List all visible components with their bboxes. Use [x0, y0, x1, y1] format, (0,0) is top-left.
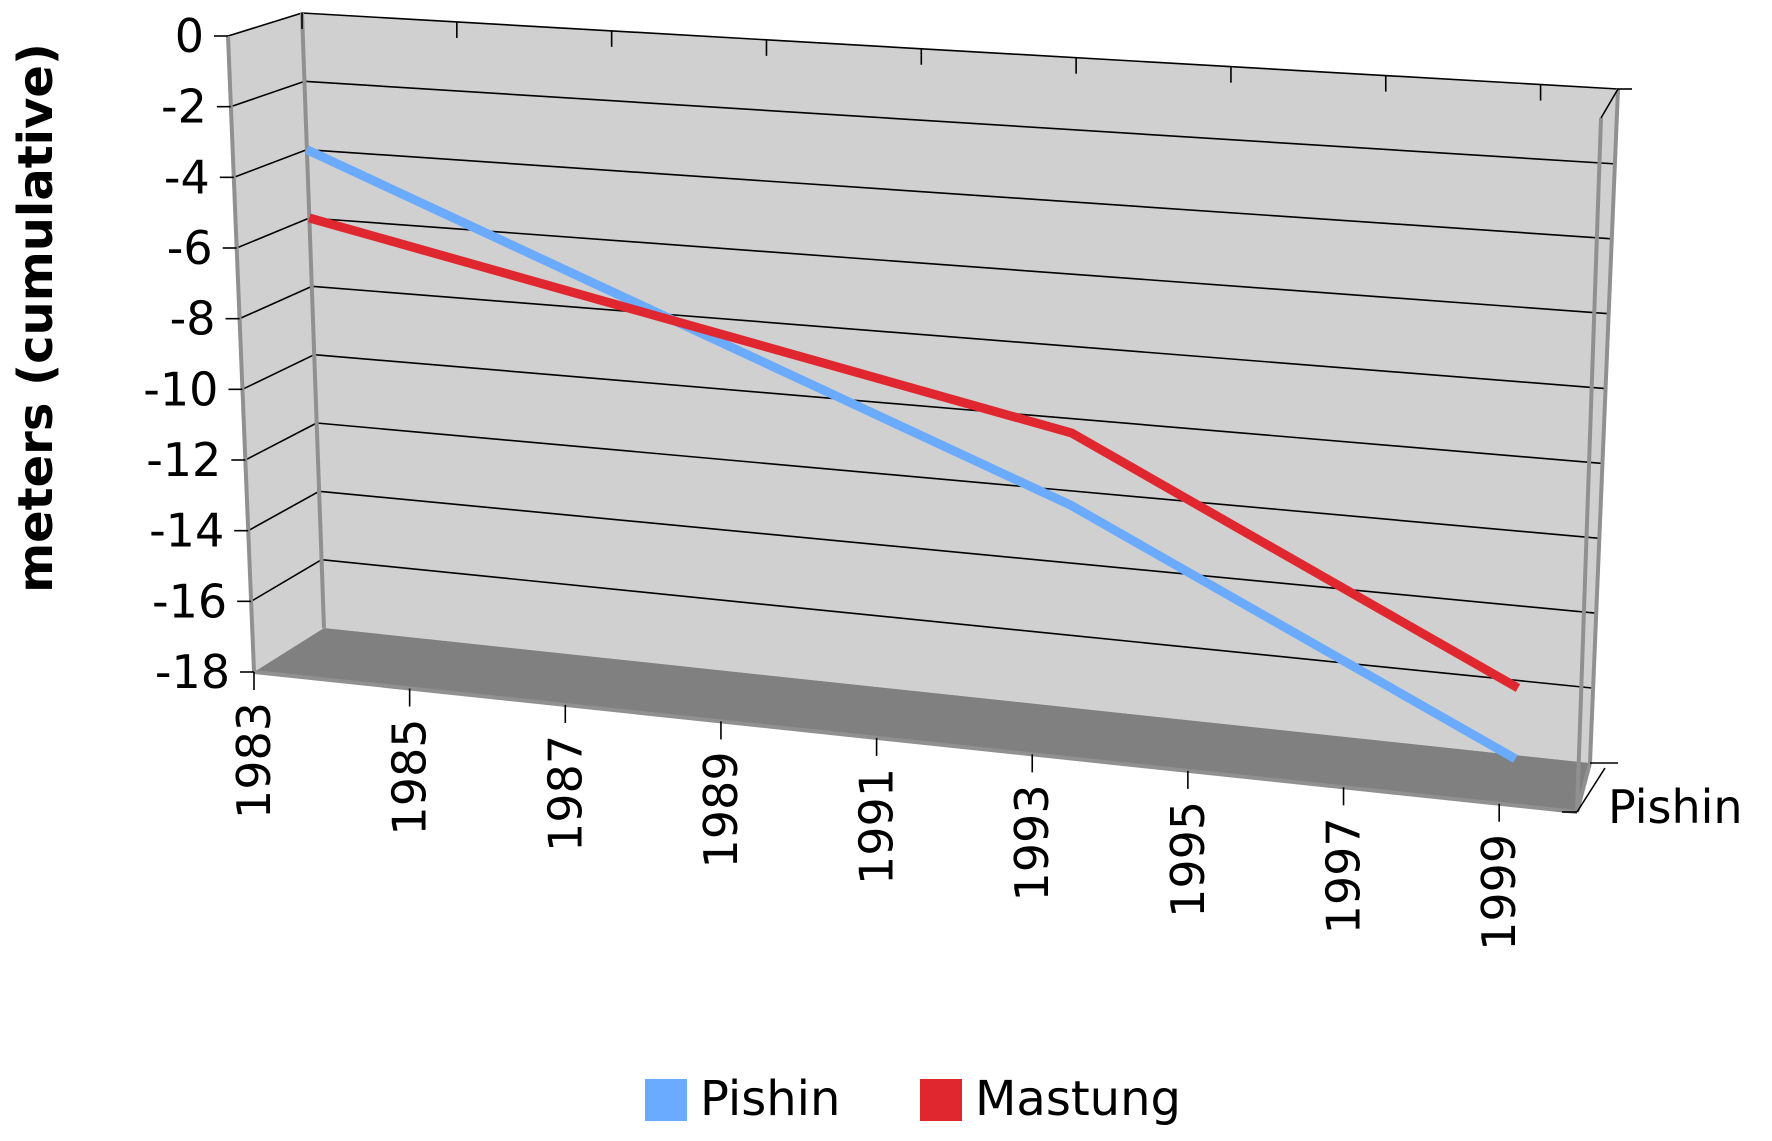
y-tick-label: -6 — [167, 221, 213, 275]
chart-side-wall — [228, 13, 324, 672]
chart-back-wall — [302, 13, 1618, 763]
gridline — [247, 490, 320, 532]
axis-line — [1575, 762, 1592, 813]
gridline — [321, 558, 1594, 689]
gridline — [304, 80, 1615, 165]
series-line-mastung — [308, 213, 1521, 692]
series-line-pishin — [305, 145, 1518, 763]
legend: Pishin Mastung — [645, 1071, 1181, 1127]
axis-line — [1600, 88, 1619, 119]
legend-swatch-mastung — [920, 1079, 962, 1121]
chart-floor — [254, 628, 1590, 812]
legend-label-pishin: Pishin — [700, 1071, 840, 1127]
depth-axis-label: Pishin — [1608, 780, 1743, 834]
gridline — [227, 12, 303, 37]
y-tick-label: 0 — [175, 9, 204, 63]
x-axis-ticks: 1983 1985 1987 1989 1991 1993 1995 1997 1999 — [227, 13, 1542, 951]
axis-line — [1576, 767, 1606, 813]
y-tick-label: -12 — [146, 433, 221, 487]
y-tick-label: -16 — [152, 574, 227, 628]
gridline — [230, 80, 305, 108]
gridline — [301, 12, 1619, 90]
gridline — [309, 217, 1609, 315]
y-tick-label: -10 — [143, 362, 218, 416]
gridline — [250, 558, 322, 603]
y-tick-label: -4 — [164, 150, 210, 204]
y-axis-label: meters (cumulative) — [8, 43, 64, 593]
axis-line — [1575, 117, 1603, 813]
x-tick-label: 1983 — [227, 702, 281, 819]
gridline — [244, 422, 318, 461]
axis-line — [300, 12, 326, 629]
axis-lines — [226, 12, 1632, 814]
legend-label-mastung: Mastung — [975, 1071, 1181, 1127]
gridline — [316, 422, 1600, 540]
axis-line — [253, 670, 1578, 814]
legend-swatch-pishin — [645, 1079, 687, 1121]
gridlines — [227, 12, 1619, 689]
gridline — [239, 285, 313, 320]
gridline — [236, 217, 310, 249]
axis-line — [1588, 88, 1620, 764]
x-tick-label: 1987 — [538, 735, 592, 852]
y-tick-label: -8 — [170, 292, 216, 346]
x-tick-label: 1991 — [850, 768, 904, 885]
series-layer — [305, 145, 1521, 763]
gridline — [314, 353, 1603, 465]
axis-line — [226, 35, 256, 673]
y-tick-label: -2 — [161, 80, 207, 134]
gridline — [233, 148, 308, 179]
x-tick-label: 1993 — [1005, 784, 1059, 901]
x-tick-label: 1997 — [1317, 817, 1371, 934]
y-tick-label: -18 — [155, 645, 230, 699]
x-tick-label: 1985 — [383, 719, 437, 836]
y-tick-label: -14 — [149, 504, 224, 558]
gridline — [319, 490, 1597, 615]
x-tick-label: 1989 — [694, 751, 748, 868]
x-tick-label: 1999 — [1472, 834, 1526, 951]
y-axis-ticks: 0 -2 -4 -6 -8 -10 -12 -14 -16 -18 — [143, 9, 254, 699]
x-tick-label: 1995 — [1161, 801, 1215, 918]
gridline — [306, 148, 1612, 240]
gridline — [242, 353, 315, 391]
gridline — [311, 285, 1606, 390]
